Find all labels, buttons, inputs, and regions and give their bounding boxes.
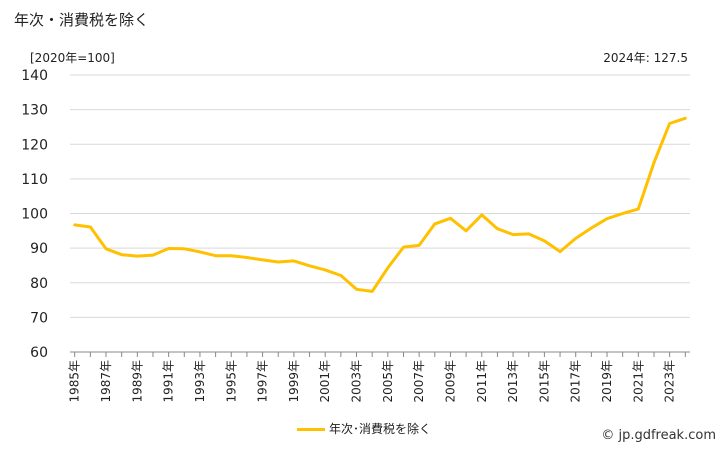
legend-label: 年次･消費税を除く xyxy=(328,422,431,436)
x-tick-label: 2023年 xyxy=(663,360,677,403)
x-tick-label: 2021年 xyxy=(631,360,645,403)
y-tick-label: 90 xyxy=(30,241,48,257)
y-tick-label: 110 xyxy=(21,172,48,188)
x-tick-label: 2009年 xyxy=(443,360,457,403)
x-tick-label: 1985年 xyxy=(68,360,82,403)
unit-label: [2020年=100] xyxy=(30,51,115,65)
legend-swatch xyxy=(296,428,325,431)
y-tick-label: 70 xyxy=(30,310,48,326)
legend: 年次･消費税を除く xyxy=(0,420,728,437)
y-tick-label: 100 xyxy=(21,207,48,223)
x-tick-label: 1987年 xyxy=(99,360,113,403)
y-tick-label: 130 xyxy=(21,103,48,119)
x-tick-label: 1995年 xyxy=(224,360,238,403)
x-tick-label: 2015年 xyxy=(537,360,551,403)
chart-title: 年次・消費税を除く xyxy=(14,11,150,29)
x-tick-label: 2007年 xyxy=(412,360,426,403)
y-tick-label: 80 xyxy=(30,276,48,292)
x-tick-label: 2011年 xyxy=(475,360,489,403)
x-tick-label: 2019年 xyxy=(600,360,614,403)
x-tick-label: 1991年 xyxy=(162,360,176,403)
y-tick-label: 60 xyxy=(30,345,48,361)
x-tick-label: 1993年 xyxy=(193,360,207,403)
x-tick-label: 2003年 xyxy=(350,360,364,403)
x-tick-label: 1997年 xyxy=(256,360,270,403)
x-tick-label: 1999年 xyxy=(287,360,301,403)
copyright: © jp.gdfreak.com xyxy=(601,428,716,443)
series-line xyxy=(73,116,687,293)
x-tick-label: 1989年 xyxy=(130,360,144,403)
y-tick-label: 140 xyxy=(21,68,48,84)
y-tick-label: 120 xyxy=(21,137,48,153)
x-tick-label: 2017年 xyxy=(569,360,583,403)
x-tick-label: 2013年 xyxy=(506,360,520,403)
x-tick-label: 2005年 xyxy=(381,360,395,403)
x-tick-label: 2001年 xyxy=(318,360,332,403)
latest-value-label: 2024年: 127.5 xyxy=(603,51,688,65)
